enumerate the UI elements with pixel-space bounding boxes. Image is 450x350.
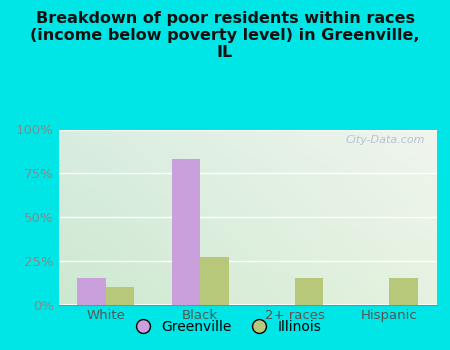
- Text: City-Data.com: City-Data.com: [346, 135, 425, 145]
- Legend: Greenville, Illinois: Greenville, Illinois: [123, 314, 327, 340]
- Bar: [389, 278, 418, 304]
- Text: Breakdown of poor residents within races
(income below poverty level) in Greenvi: Breakdown of poor residents within races…: [30, 10, 420, 60]
- Bar: [172, 159, 200, 304]
- Bar: [295, 278, 323, 304]
- Bar: [77, 278, 106, 304]
- Bar: [106, 287, 134, 304]
- Bar: [200, 257, 229, 304]
